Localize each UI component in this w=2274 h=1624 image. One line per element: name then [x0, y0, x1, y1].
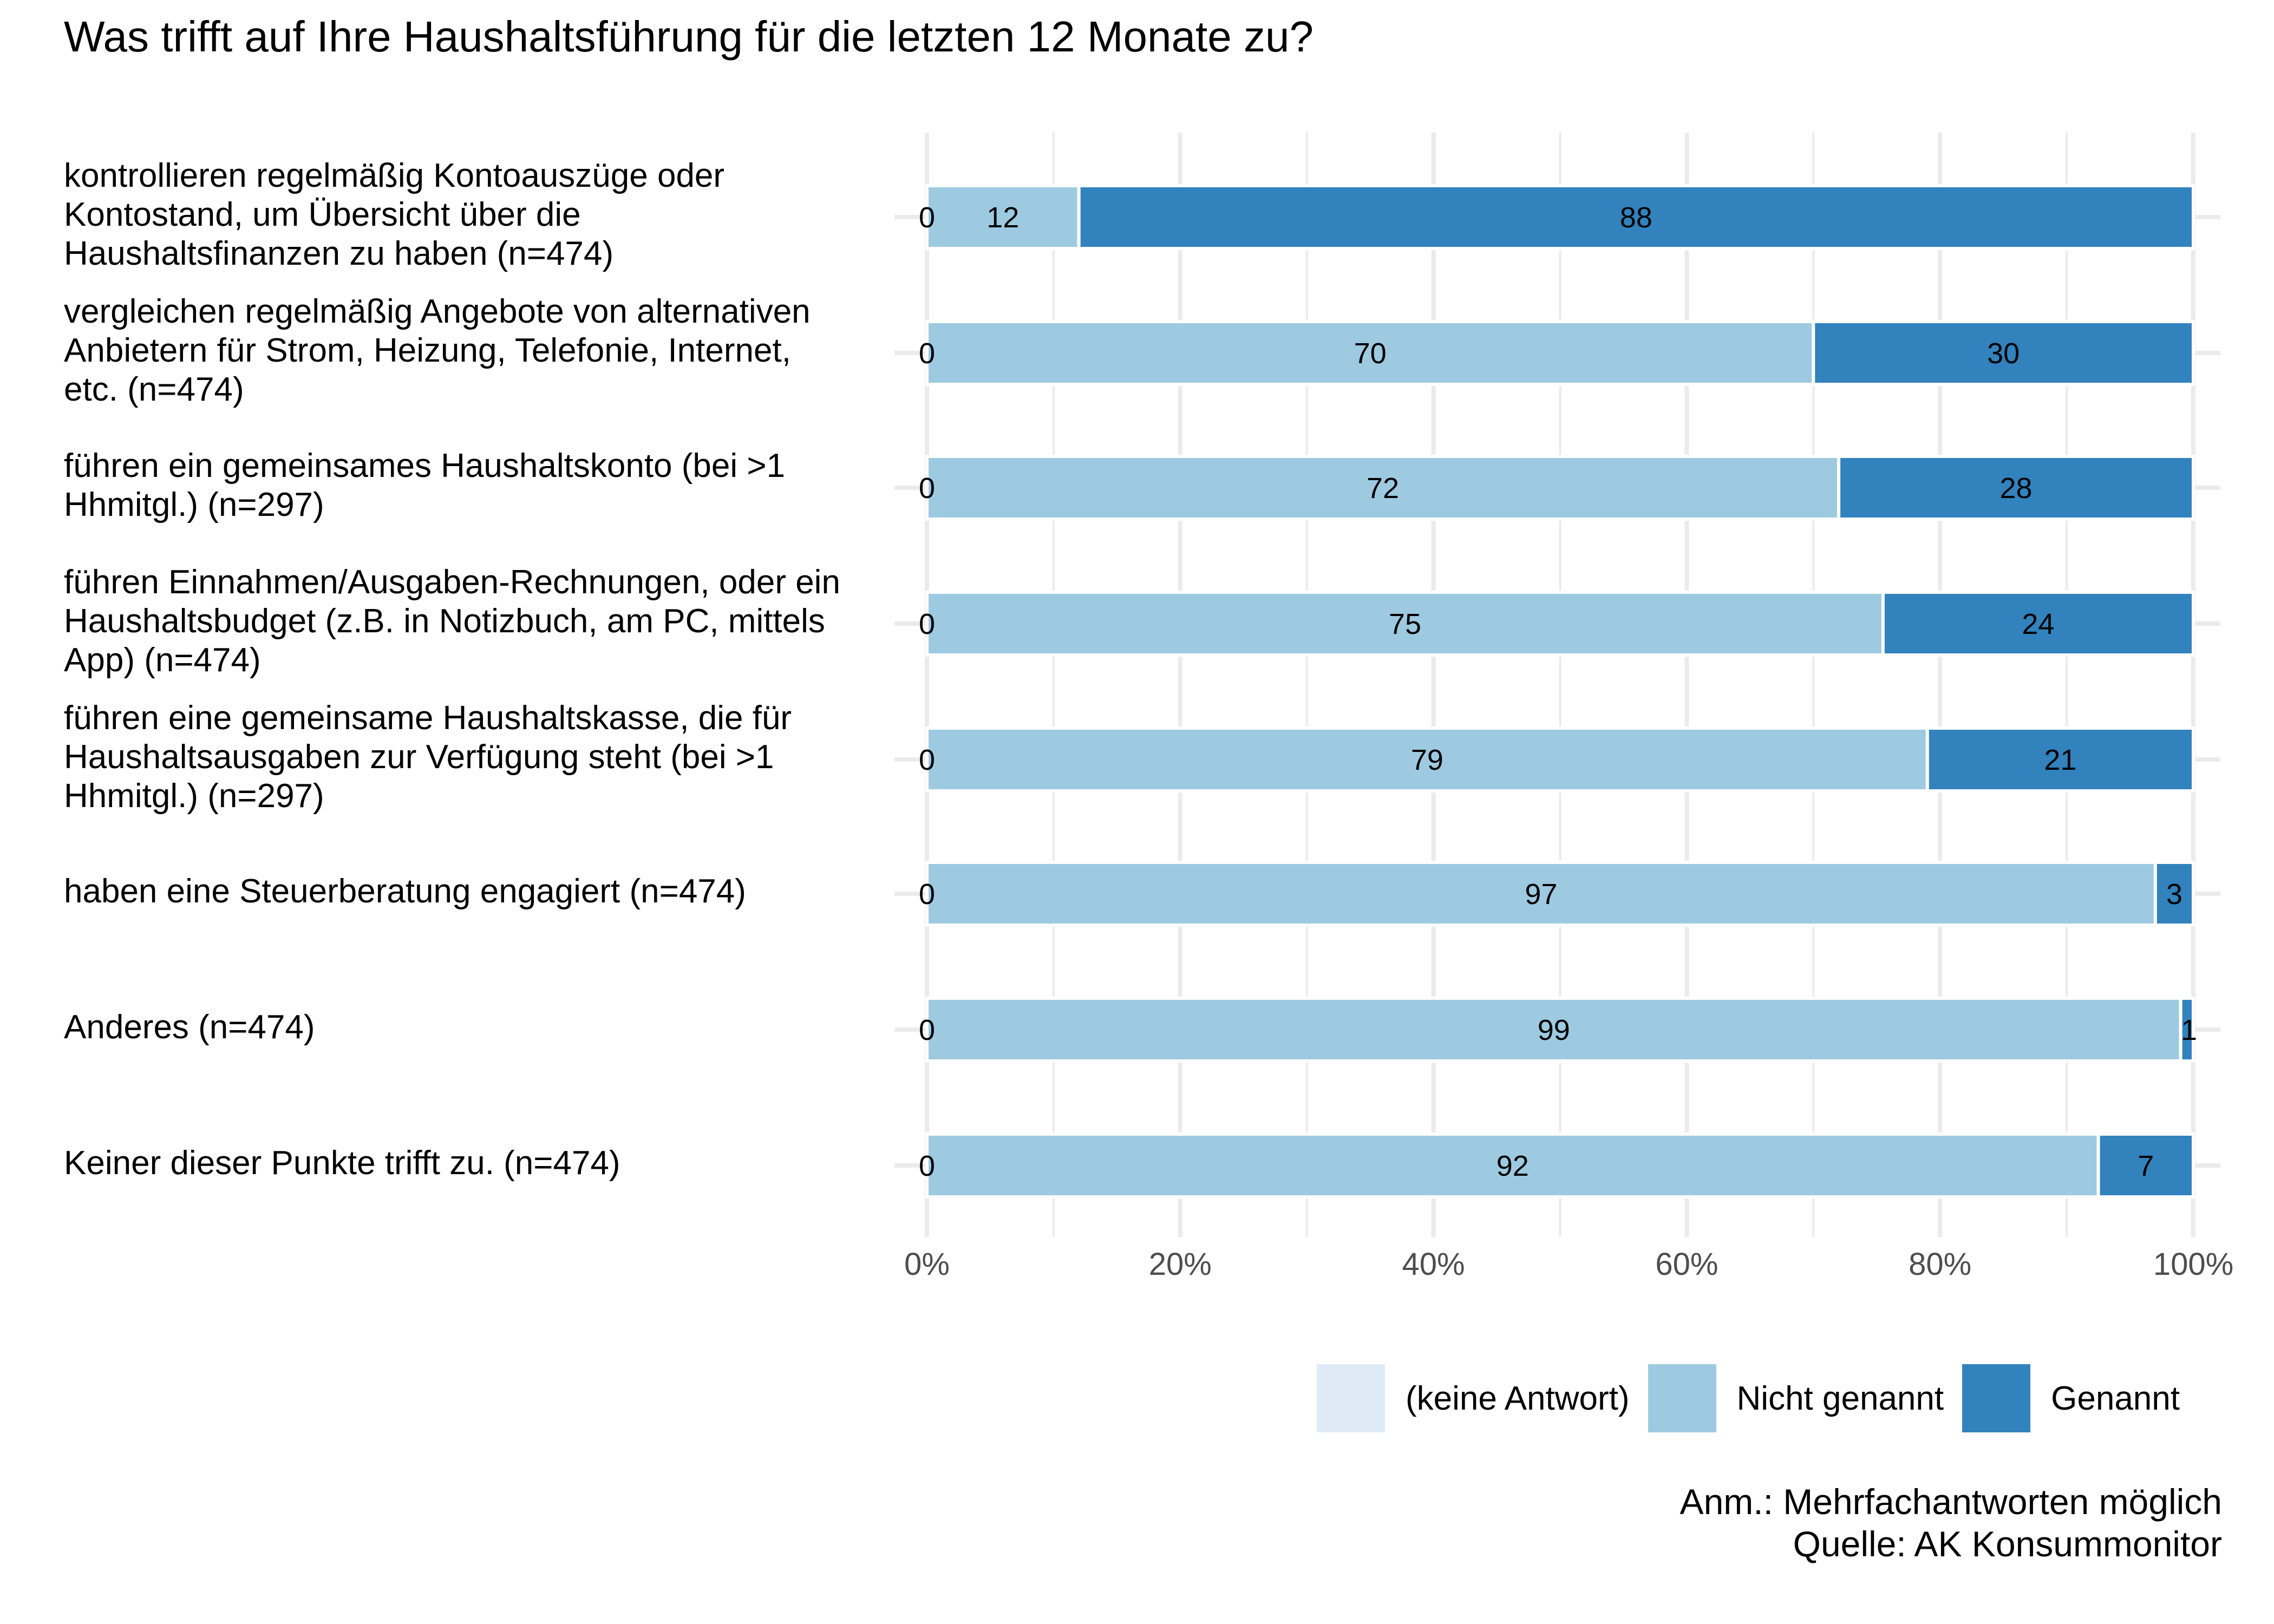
bar-value-label: 72: [1367, 472, 1399, 505]
category-label-line: führen eine gemeinsame Haushaltskasse, d…: [64, 699, 792, 737]
bar-value-label: 21: [2044, 744, 2076, 776]
category-label: Keiner dieser Punkte trifft zu. (n=474): [64, 1144, 898, 1183]
bar-segment-nicht-genannt: [925, 997, 2182, 1063]
bar-value-label: 0: [919, 1014, 935, 1046]
bar-value-label: 99: [1538, 1014, 1570, 1046]
bar-value-label: 30: [1987, 337, 2020, 370]
legend-swatch: [1648, 1364, 1716, 1432]
x-tick-label: 80%: [1909, 1247, 1971, 1282]
bars: [925, 184, 2195, 1199]
bar-value-label: 3: [2166, 878, 2182, 911]
bar-segment-genannt: [2096, 1132, 2195, 1199]
category-label-line: vergleichen regelmäßig Angebote von alte…: [64, 293, 811, 330]
footer-source: Quelle: AK Konsummonitor: [1793, 1524, 2222, 1564]
category-label: führen Einnahmen/Ausgaben-Rechnungen, od…: [64, 563, 898, 680]
bar-value-label: 24: [2022, 608, 2054, 640]
bar-value-label: 79: [1411, 744, 1443, 776]
legend-swatch: [1317, 1364, 1385, 1432]
bar-segment-nicht-genannt: [925, 1132, 2100, 1199]
bar-labels: 0 12 880 70 300 72 280 75 240 79 210 97 30 99 10 92 7: [919, 201, 2197, 1182]
x-tick-label: 20%: [1149, 1247, 1212, 1282]
bar-segment-genannt: [1812, 320, 2195, 386]
bar-value-label: 70: [1354, 337, 1387, 370]
category-label-line: Anbietern für Strom, Heizung, Telefonie,…: [64, 332, 791, 369]
legend-swatch: [1962, 1364, 2031, 1432]
x-tick-label: 100%: [2153, 1247, 2233, 1282]
category-label-line: Keiner dieser Punkte trifft zu. (n=474): [64, 1144, 620, 1182]
legend: (keine Antwort) Nicht genannt Genannt: [1317, 1364, 2198, 1432]
category-label-line: führen Einnahmen/Ausgaben-Rechnungen, od…: [64, 564, 840, 601]
bar-segment-nicht-genannt: [925, 591, 1885, 657]
category-label: kontrollieren regelmäßig Kontoauszüge od…: [64, 156, 898, 273]
category-label: führen ein gemeinsames Haushaltskonto (b…: [64, 447, 898, 525]
category-label: haben eine Steuerberatung engagiert (n=4…: [64, 872, 898, 911]
bar-value-label: 0: [919, 201, 935, 234]
legend-item: Nicht genannt: [1648, 1364, 1944, 1432]
bar-segment-genannt: [1077, 184, 2195, 250]
category-label-line: Hhmitgl.) (n=297): [64, 777, 324, 815]
bar-segment-genannt: [2179, 997, 2195, 1063]
legend-item: (keine Antwort): [1317, 1364, 1630, 1432]
category-label-line: App) (n=474): [64, 641, 261, 679]
x-tick-label: 40%: [1402, 1247, 1465, 1282]
bar-value-label: 12: [986, 201, 1019, 234]
bar-value-label: 28: [2000, 472, 2033, 505]
bar-value-label: 92: [1497, 1150, 1529, 1182]
bar-segment-nicht-genannt: [925, 184, 1081, 250]
category-label-line: Haushaltsfinanzen zu haben (n=474): [64, 235, 614, 272]
legend-label: (keine Antwort): [1406, 1379, 1630, 1417]
bar-value-label: 1: [2181, 1014, 2197, 1046]
category-label-line: Haushaltsbudget (z.B. in Notizbuch, am P…: [64, 603, 825, 640]
footer-note: Anm.: Mehrfachantworten möglich: [1680, 1482, 2222, 1522]
category-label: Anderes (n=474): [64, 1008, 898, 1047]
grid-lines: [894, 133, 2220, 1237]
chart-title: Was trifft auf Ihre Haushaltsführung für…: [64, 12, 1314, 61]
x-axis-ticks: 0% 20% 40% 60% 80% 100%: [904, 1247, 2233, 1282]
category-label-line: Hhmitgl.) (n=297): [64, 486, 324, 523]
category-label-line: Kontostand, um Übersicht über die: [64, 196, 581, 233]
category-label-line: haben eine Steuerberatung engagiert (n=4…: [64, 873, 746, 910]
bar-value-label: 0: [919, 337, 935, 370]
caption: Anm.: Mehrfachantworten möglich Quelle: …: [1680, 1481, 2222, 1565]
bar-value-label: 0: [919, 472, 935, 505]
bar-value-label: 88: [1620, 201, 1652, 234]
legend-label: Genannt: [2051, 1379, 2180, 1417]
bar-value-label: 97: [1525, 878, 1557, 911]
category-label: führen eine gemeinsame Haushaltskasse, d…: [64, 699, 898, 816]
category-label: vergleichen regelmäßig Angebote von alte…: [64, 292, 898, 409]
category-label-line: etc. (n=474): [64, 371, 244, 408]
bar-segment-genannt: [1837, 455, 2195, 521]
x-tick-label: 0%: [904, 1247, 950, 1282]
category-label-line: Anderes (n=474): [64, 1009, 315, 1046]
legend-label: Nicht genannt: [1736, 1379, 1944, 1417]
bar-value-label: 0: [919, 878, 935, 911]
bar-value-label: 75: [1389, 608, 1421, 640]
legend-item: Genannt: [1962, 1364, 2180, 1432]
category-label-line: Haushaltsausgaben zur Verfügung steht (b…: [64, 738, 774, 776]
bar-segment-genannt: [2153, 861, 2195, 927]
bar-segment-nicht-genannt: [925, 320, 1815, 386]
x-tick-label: 60%: [1655, 1247, 1718, 1282]
bar-value-label: 7: [2138, 1150, 2154, 1182]
bar-segment-genannt: [1925, 726, 2195, 793]
category-label-line: kontrollieren regelmäßig Kontoauszüge od…: [64, 157, 725, 194]
bar-value-label: 0: [919, 608, 935, 640]
bar-value-label: 0: [919, 1150, 935, 1182]
category-label-line: führen ein gemeinsames Haushaltskonto (b…: [64, 447, 786, 484]
bar-value-label: 0: [919, 744, 935, 776]
bar-segment-genannt: [1881, 591, 2195, 657]
